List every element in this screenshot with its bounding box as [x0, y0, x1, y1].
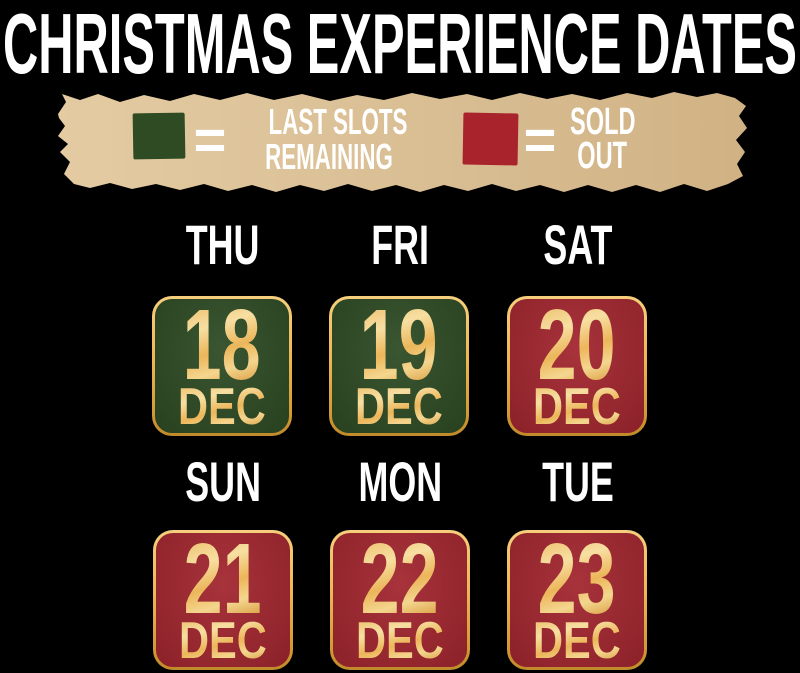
- equals-sign: =: [193, 108, 227, 171]
- last-slots-label: LAST SLOTS REMAINING: [226, 104, 407, 175]
- date-tile-23-dec[interactable]: 23 DEC: [507, 522, 647, 670]
- date-month: DEC: [179, 611, 267, 670]
- date-tile-18-dec[interactable]: 18 DEC: [152, 288, 292, 436]
- date-number: 23: [538, 522, 616, 635]
- date-tile-22-dec[interactable]: 22 DEC: [330, 522, 470, 670]
- sold-out-swatch: [462, 112, 519, 166]
- page-title: CHRISTMAS EXPERIENCE DATES: [3, 0, 797, 92]
- date-tile-face: 23 DEC: [510, 522, 644, 670]
- date-tile-20-dec[interactable]: 20 DEC: [507, 288, 647, 436]
- date-tile-face: 21 DEC: [156, 522, 290, 670]
- last-slots-swatch: [132, 112, 186, 160]
- date-tile-face: 19 DEC: [332, 288, 466, 436]
- sold-out-label: SOLD OUT: [545, 101, 660, 177]
- weekday-label-mon: MON: [358, 450, 442, 513]
- torn-paper-shape: [58, 92, 747, 192]
- date-number: 20: [538, 288, 616, 401]
- date-month: DEC: [355, 377, 443, 436]
- last-slots-label-line1: LAST SLOTS: [268, 101, 408, 142]
- equals-sign: =: [523, 108, 557, 171]
- weekday-label-thu: THU: [186, 213, 260, 276]
- date-tile-21-dec[interactable]: 21 DEC: [153, 522, 293, 670]
- weekday-label-tue: TUE: [542, 450, 614, 513]
- weekday-label-fri: FRI: [371, 213, 429, 276]
- date-number: 21: [184, 522, 262, 635]
- date-number: 19: [360, 288, 438, 401]
- date-tile-face: 22 DEC: [333, 522, 467, 670]
- date-month: DEC: [356, 611, 444, 670]
- date-tile-face: 20 DEC: [510, 288, 644, 436]
- date-number: 18: [183, 288, 261, 401]
- date-number: 22: [361, 522, 439, 635]
- date-tile-face: 18 DEC: [155, 288, 289, 436]
- date-tile-19-dec[interactable]: 19 DEC: [329, 288, 469, 436]
- sold-out-label-line2: OUT: [577, 135, 628, 177]
- sold-out-label-line1: SOLD: [569, 101, 636, 143]
- page-title-text: CHRISTMAS EXPERIENCE DATES: [3, 0, 797, 92]
- last-slots-label-line2: REMAINING: [265, 136, 393, 177]
- torn-paper-banner: [58, 92, 747, 192]
- date-month: DEC: [533, 611, 621, 670]
- date-month: DEC: [533, 377, 621, 436]
- weekday-label-sat: SAT: [543, 213, 613, 276]
- weekday-label-sun: SUN: [185, 450, 261, 513]
- date-month: DEC: [178, 377, 266, 436]
